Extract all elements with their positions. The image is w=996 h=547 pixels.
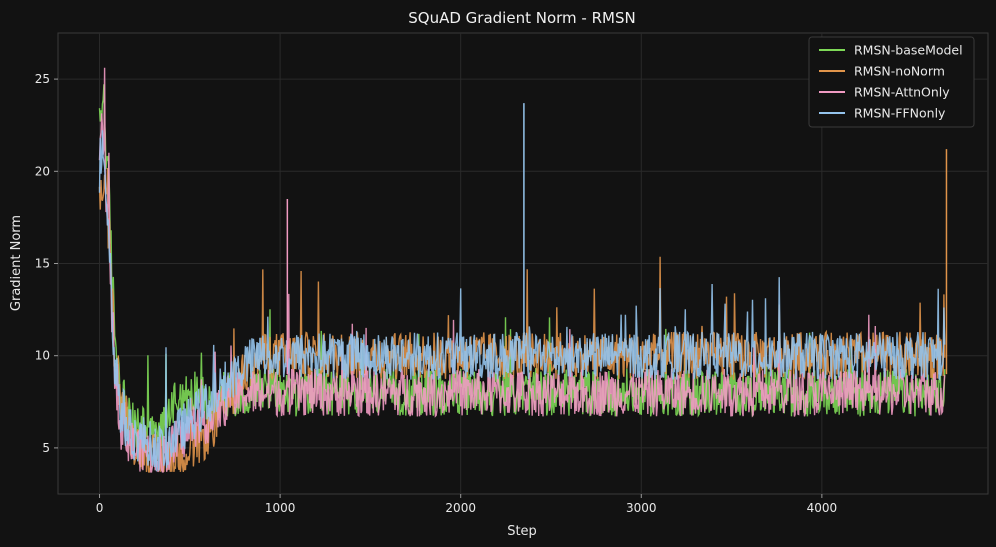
y-axis-ticks: 5 10 15 20 25: [35, 72, 58, 455]
chart-title: SQuAD Gradient Norm - RMSN: [408, 9, 635, 27]
y-tick-label: 25: [35, 72, 50, 86]
legend-box: [808, 36, 975, 128]
legend-label: RMSN-FFNonly: [854, 106, 946, 121]
legend-label: RMSN-baseModel: [854, 43, 963, 58]
y-tick-label: 5: [42, 441, 50, 455]
x-axis-label: Step: [507, 524, 537, 539]
x-tick-label: 4000: [807, 501, 838, 515]
legend-label: RMSN-noNorm: [854, 64, 945, 79]
y-tick-label: 20: [35, 164, 50, 178]
legend: RMSN-baseModel RMSN-noNorm RMSN-AttnOnly RM…: [808, 36, 975, 128]
y-axis-label: Gradient Norm: [9, 215, 24, 311]
series-layer: [98, 67, 948, 473]
x-axis-ticks: 0 1000 2000 3000 4000: [96, 494, 837, 515]
y-tick-label: 15: [35, 257, 50, 271]
y-tick-label: 10: [35, 349, 50, 363]
series-line-3: [98, 130, 946, 472]
legend-label: RMSN-AttnOnly: [854, 85, 950, 100]
x-tick-label: 3000: [626, 501, 657, 515]
x-tick-label: 1000: [265, 501, 296, 515]
x-tick-label: 2000: [445, 501, 476, 515]
x-tick-label: 0: [96, 501, 104, 515]
